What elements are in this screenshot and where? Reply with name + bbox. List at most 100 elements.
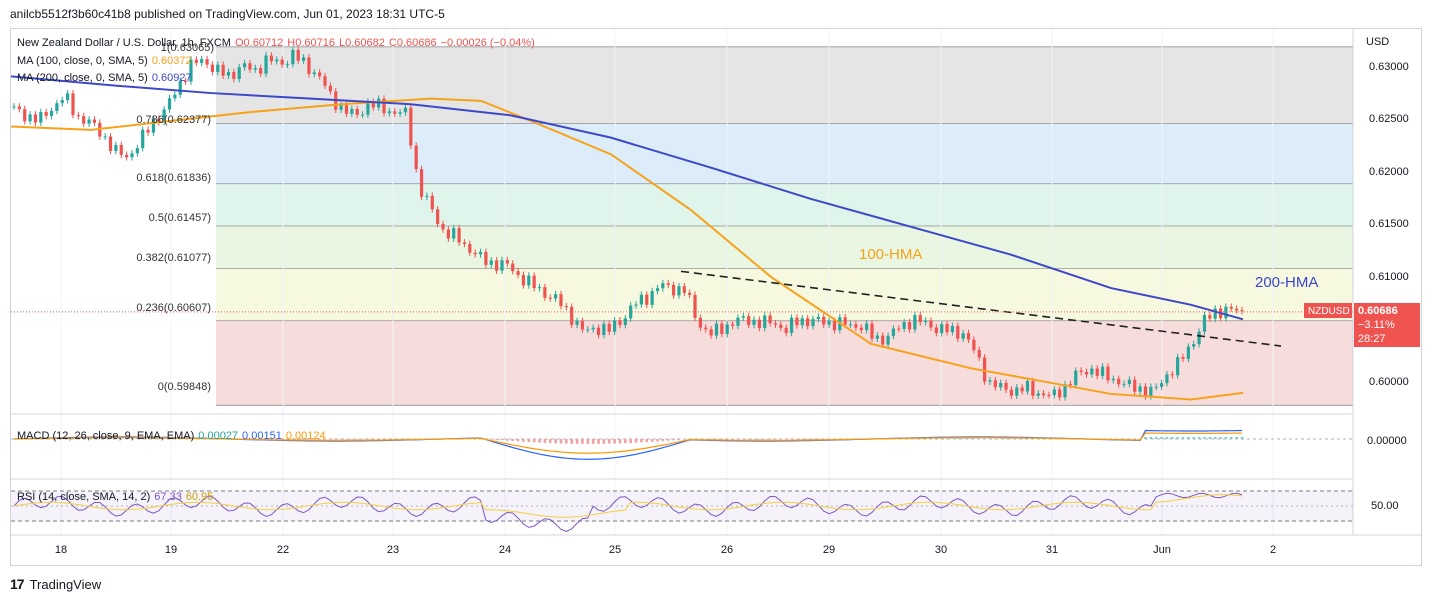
candle-body <box>918 315 922 323</box>
trendline[interactable] <box>680 270 1282 347</box>
candle-body <box>811 319 815 327</box>
candle-body <box>832 320 837 331</box>
price-axis[interactable]: USD 0.63000 0.62500 0.62000 0.61500 0.61… <box>1304 29 1420 535</box>
candle-body <box>570 306 574 325</box>
candle-body <box>768 315 772 324</box>
candle-body <box>387 111 391 114</box>
candle-body <box>66 93 70 101</box>
candle-body <box>602 323 606 336</box>
candle-body <box>318 72 322 77</box>
macd-legend-v3: 0.00124 <box>286 430 326 442</box>
legend-ma100-label: MA (100, close, 0, SMA, 5) <box>17 55 148 67</box>
macd-hist-bar <box>811 439 815 440</box>
candle-body <box>709 329 713 336</box>
macd-hist-bar <box>913 438 917 440</box>
candle-body <box>1202 315 1207 332</box>
macd-legend-label: MACD (12, 26, close, 9, EMA, EMA) <box>17 430 194 442</box>
chart-container[interactable]: 1(0.63065) 0.786(0.62377) 0.618(0.61836)… <box>10 28 1422 566</box>
candle-body <box>189 59 193 82</box>
macd-hist-bar <box>677 439 681 440</box>
candle-body <box>468 243 472 253</box>
rsi-ma-line <box>13 494 1243 518</box>
candle-body <box>151 118 156 133</box>
macd-hist-bar <box>715 439 718 440</box>
macd-hist-bar <box>661 439 665 442</box>
candle-body <box>940 324 944 334</box>
macd-hist-bar <box>318 439 321 440</box>
macd-hist-bar <box>162 438 166 440</box>
macd-hist-bar <box>382 439 386 440</box>
macd-hist-bar <box>565 439 568 444</box>
macd-hist-bar <box>983 438 986 440</box>
candle-body <box>629 305 633 319</box>
time-tick: 30 <box>935 544 947 556</box>
time-axis[interactable]: 18 19 22 23 24 25 26 29 30 31 Jun 2 <box>55 544 1276 556</box>
candle-body <box>1192 344 1196 347</box>
candle-body <box>1186 346 1190 359</box>
time-tick: 25 <box>609 544 621 556</box>
candle-body <box>688 292 692 295</box>
macd-hist-bar <box>473 438 477 440</box>
candle-body <box>993 380 997 388</box>
macd-hist-bar <box>613 439 616 444</box>
candle-body <box>146 129 150 133</box>
macd-hist-bar <box>323 439 327 440</box>
macd-hist-bar <box>1047 438 1051 440</box>
macd-legend-v2: 0.00151 <box>242 430 282 442</box>
macd-axis-tick: 0.00000 <box>1367 435 1407 447</box>
candle-body <box>339 105 343 110</box>
candle-body <box>301 57 306 61</box>
candle-body <box>71 93 75 116</box>
candle-body <box>1025 381 1030 392</box>
macd-hist-bar <box>12 439 16 440</box>
macd-hist-bar <box>1010 438 1013 440</box>
candle-body <box>1100 366 1105 376</box>
candle-body <box>902 322 906 329</box>
candle-body <box>275 59 279 62</box>
macd-hist-bar <box>752 439 756 440</box>
macd-hist-bar <box>1224 437 1228 439</box>
candle-body <box>141 129 145 149</box>
candle-body <box>848 324 853 326</box>
time-tick: 23 <box>387 544 399 556</box>
candle-body <box>157 118 161 122</box>
candle-body <box>425 195 429 197</box>
macd-hist-bar <box>672 439 675 441</box>
rsi-axis-tick: 50.00 <box>1371 500 1399 512</box>
macd-hist-bar <box>93 438 96 440</box>
macd-hist-bar <box>1219 437 1222 439</box>
fib-zones <box>216 46 1353 406</box>
macd-hist-bar <box>1170 437 1174 439</box>
macd-hist-bar <box>60 438 64 440</box>
publisher-bar: anilcb5512f3b60c41b8 published on Tradin… <box>0 0 1432 28</box>
macd-hist-bar <box>195 438 198 440</box>
candle-body <box>393 111 397 114</box>
macd-hist-bar <box>296 439 300 440</box>
fib-zone <box>216 46 1353 124</box>
candle-body <box>886 335 890 345</box>
macd-hist-bar <box>951 438 954 440</box>
time-tick: 31 <box>1046 544 1058 556</box>
candle-body <box>495 260 499 271</box>
macd-hist-bar <box>645 439 649 443</box>
macd-hist-bar <box>1004 438 1008 440</box>
macd-hist-bar <box>71 438 75 440</box>
fib-label-0382: 0.382(0.61077) <box>136 252 211 264</box>
candle-body <box>897 328 901 330</box>
macd-hist-bar <box>532 439 536 443</box>
candle-body <box>720 323 724 334</box>
macd-hist-bar <box>184 438 187 440</box>
macd-hist-bar <box>1165 437 1169 439</box>
candle-body <box>1052 389 1056 396</box>
chart-svg[interactable]: 1(0.63065) 0.786(0.62377) 0.618(0.61836)… <box>10 29 1421 565</box>
macd-hist-bar <box>624 439 627 444</box>
macd-hist-bar <box>146 438 150 440</box>
candle-body <box>773 323 778 325</box>
candle-body <box>977 350 981 358</box>
candle-body <box>859 327 863 331</box>
fib-label-0: 0(0.59848) <box>158 381 211 393</box>
axis-currency: USD <box>1366 36 1389 48</box>
macd-hist-bar <box>945 438 949 440</box>
macd-hist-bar <box>516 439 520 442</box>
candle-body <box>33 114 38 123</box>
